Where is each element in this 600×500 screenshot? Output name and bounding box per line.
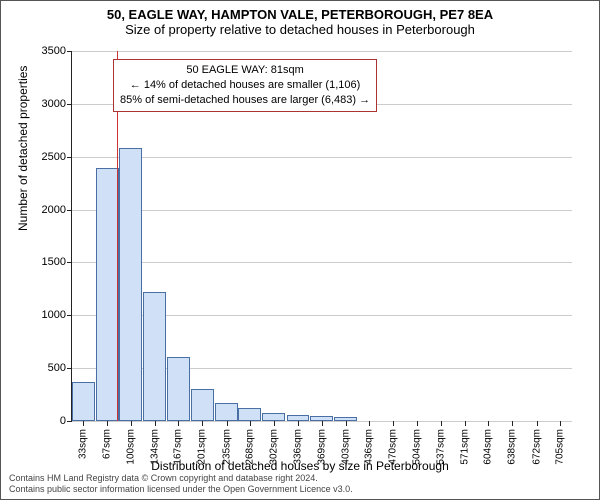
title-subtitle: Size of property relative to detached ho… xyxy=(1,22,599,37)
histogram-bar xyxy=(334,417,357,421)
histogram-bar xyxy=(167,357,190,421)
ytick-label: 3500 xyxy=(6,45,66,57)
title-address: 50, EAGLE WAY, HAMPTON VALE, PETERBOROUG… xyxy=(1,7,599,22)
xtick-mark xyxy=(346,421,347,426)
annotation-line3: 85% of semi-detached houses are larger (… xyxy=(120,93,370,108)
histogram-bar xyxy=(191,389,214,421)
xtick-mark xyxy=(178,421,179,426)
histogram-bar xyxy=(215,403,238,421)
gridline xyxy=(72,262,572,263)
gridline xyxy=(72,51,572,52)
ytick-mark xyxy=(67,368,72,369)
xtick-mark xyxy=(274,421,275,426)
footer-line2: Contains public sector information licen… xyxy=(9,484,353,495)
histogram-bar xyxy=(119,148,142,421)
histogram-bar xyxy=(238,408,261,421)
ytick-mark xyxy=(67,315,72,316)
xtick-mark xyxy=(322,421,323,426)
xtick-mark xyxy=(393,421,394,426)
histogram-bar xyxy=(143,292,166,421)
ytick-label: 2500 xyxy=(6,151,66,163)
xtick-mark xyxy=(560,421,561,426)
gridline xyxy=(72,210,572,211)
ytick-label: 1000 xyxy=(6,309,66,321)
histogram-bar xyxy=(72,382,95,421)
xtick-mark xyxy=(227,421,228,426)
histogram-bar xyxy=(310,416,333,421)
ytick-mark xyxy=(67,262,72,263)
xtick-mark xyxy=(417,421,418,426)
xtick-mark xyxy=(155,421,156,426)
ytick-mark xyxy=(67,157,72,158)
ytick-mark xyxy=(67,421,72,422)
ytick-label: 1500 xyxy=(6,256,66,268)
xtick-label: 67sqm xyxy=(102,429,113,459)
annotation-line2: ← 14% of detached houses are smaller (1,… xyxy=(120,78,370,93)
xtick-mark xyxy=(107,421,108,426)
annotation-box: 50 EAGLE WAY: 81sqm ← 14% of detached ho… xyxy=(113,59,377,112)
gridline xyxy=(72,157,572,158)
footer-line1: Contains HM Land Registry data © Crown c… xyxy=(9,473,353,484)
histogram-bar xyxy=(262,413,285,421)
chart-figure: 50, EAGLE WAY, HAMPTON VALE, PETERBOROUG… xyxy=(0,0,600,500)
xtick-mark xyxy=(298,421,299,426)
histogram-bar xyxy=(287,415,310,421)
footer-attribution: Contains HM Land Registry data © Crown c… xyxy=(9,473,353,495)
histogram-bar xyxy=(96,168,119,421)
title-block: 50, EAGLE WAY, HAMPTON VALE, PETERBOROUG… xyxy=(1,1,599,37)
ytick-label: 0 xyxy=(6,415,66,427)
ytick-mark xyxy=(67,104,72,105)
ytick-label: 3000 xyxy=(6,98,66,110)
annotation-line1: 50 EAGLE WAY: 81sqm xyxy=(120,63,370,78)
xtick-mark xyxy=(202,421,203,426)
xtick-mark xyxy=(465,421,466,426)
xtick-mark xyxy=(488,421,489,426)
ytick-mark xyxy=(67,51,72,52)
xtick-mark xyxy=(441,421,442,426)
ytick-label: 2000 xyxy=(6,204,66,216)
xtick-mark xyxy=(512,421,513,426)
ytick-label: 500 xyxy=(6,362,66,374)
xtick-mark xyxy=(131,421,132,426)
xtick-mark xyxy=(369,421,370,426)
x-axis-title: Distribution of detached houses by size … xyxy=(1,459,599,473)
xtick-label: 33sqm xyxy=(78,429,89,459)
xtick-mark xyxy=(250,421,251,426)
xtick-mark xyxy=(537,421,538,426)
ytick-mark xyxy=(67,210,72,211)
xtick-mark xyxy=(83,421,84,426)
